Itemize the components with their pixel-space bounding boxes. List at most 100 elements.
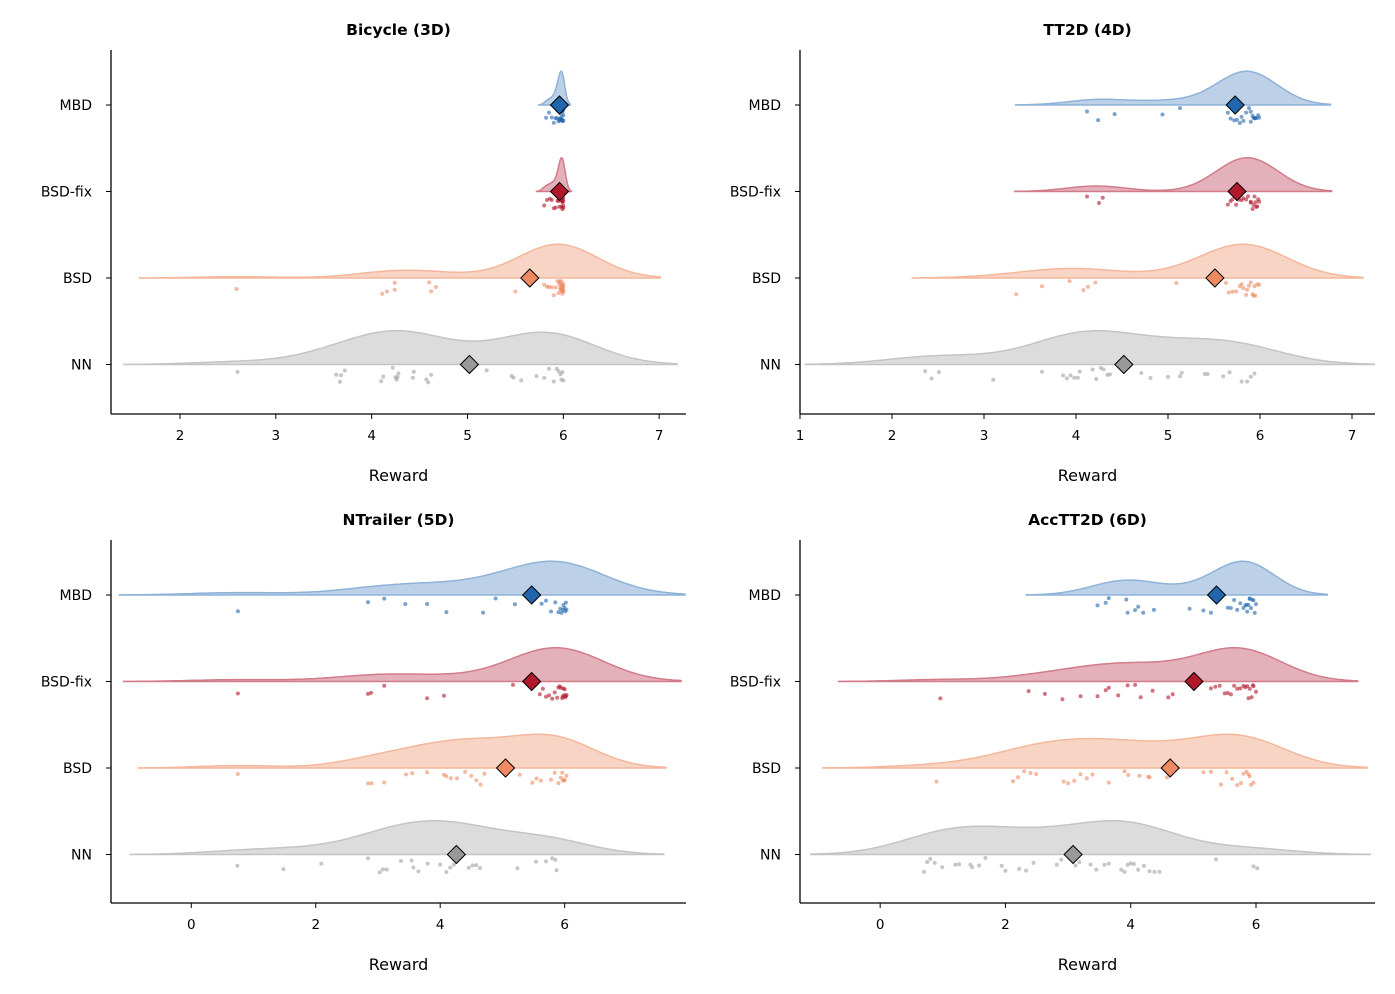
data-point (433, 285, 438, 289)
data-point (410, 771, 415, 776)
data-point (425, 602, 430, 606)
data-point (1239, 114, 1244, 119)
data-point (482, 771, 487, 776)
data-point (1255, 866, 1260, 871)
data-point (424, 377, 429, 382)
data-point (474, 778, 479, 783)
data-point (1141, 610, 1146, 615)
data-point (936, 370, 941, 375)
data-point (556, 610, 561, 615)
x-tick-label: 5 (1164, 428, 1173, 444)
data-point (513, 289, 518, 294)
data-point (547, 693, 552, 698)
data-point (1125, 610, 1130, 615)
data-point (396, 371, 401, 376)
data-point (561, 282, 566, 287)
data-point (544, 859, 548, 864)
data-point (380, 867, 385, 872)
data-point (1244, 602, 1249, 607)
data-point (478, 782, 483, 787)
mean-marker (521, 585, 542, 605)
category-label: BSD-fix (41, 185, 92, 201)
data-point (448, 865, 453, 870)
x-tick-label: 2 (1001, 917, 1010, 933)
mean-marker (549, 181, 570, 202)
data-point (1225, 691, 1230, 695)
x-tick-label: 2 (176, 428, 185, 444)
x-axis-label: Reward (369, 955, 429, 974)
data-point (1228, 116, 1233, 121)
data-point (1108, 372, 1112, 377)
kde-cloud (123, 330, 678, 366)
x-tick-label: 2 (311, 917, 320, 933)
x-tick-label: 7 (655, 428, 664, 444)
chart-title: NTrailer (5D) (343, 511, 455, 529)
data-point (426, 380, 431, 385)
data-point (1252, 371, 1257, 376)
mean-marker (1184, 671, 1204, 692)
data-point (1128, 861, 1133, 866)
data-point (463, 769, 468, 774)
data-point (484, 368, 489, 373)
series-bsd (137, 733, 667, 787)
data-point (1139, 371, 1144, 375)
data-point (1250, 207, 1255, 211)
series-bsd-fix (535, 157, 572, 212)
x-tick-label: 6 (559, 428, 568, 444)
x-tick-label: 3 (272, 428, 281, 444)
data-point (1252, 610, 1257, 615)
series-mbd (1025, 560, 1328, 615)
data-point (553, 205, 558, 210)
x-axis-label: Reward (1058, 466, 1118, 485)
data-point (1221, 374, 1226, 379)
data-point (444, 774, 449, 779)
data-point (561, 118, 566, 123)
data-point (385, 289, 389, 294)
data-point (1254, 602, 1258, 607)
data-point (1125, 862, 1130, 867)
data-point (544, 598, 548, 603)
data-point (563, 600, 568, 605)
data-point (1245, 379, 1250, 384)
data-point (934, 779, 939, 784)
data-point (1247, 283, 1251, 288)
data-point (1235, 607, 1240, 612)
data-point (562, 777, 566, 782)
kde-cloud (137, 733, 667, 769)
data-point (1234, 202, 1239, 207)
data-point (554, 868, 559, 873)
data-point (1208, 769, 1213, 774)
data-point (983, 856, 988, 860)
data-point (1125, 683, 1130, 688)
x-tick-label: 4 (1072, 428, 1081, 444)
kde-cloud (804, 330, 1375, 366)
data-point (1088, 862, 1093, 867)
data-point (556, 369, 561, 374)
data-point (1072, 778, 1077, 783)
series-bsd (138, 243, 661, 298)
data-point (444, 610, 449, 615)
data-point (1166, 695, 1171, 700)
data-point (425, 861, 430, 866)
data-point (235, 369, 240, 374)
data-point (1248, 280, 1253, 285)
data-point (1238, 601, 1243, 606)
data-point (235, 691, 240, 696)
data-point (1116, 693, 1121, 698)
mean-marker (459, 354, 480, 375)
data-point (957, 862, 962, 867)
series-mbd (118, 560, 686, 615)
data-point (542, 282, 547, 287)
series-bsd (911, 243, 1364, 298)
data-point (399, 859, 403, 863)
data-point (1228, 692, 1233, 697)
mean-marker (1225, 95, 1245, 115)
data-point (1078, 694, 1083, 699)
data-point (1248, 119, 1253, 124)
data-point (537, 692, 542, 697)
category-label: NN (71, 848, 92, 864)
data-point (1094, 867, 1099, 872)
data-point (410, 375, 415, 380)
data-point (530, 780, 535, 785)
